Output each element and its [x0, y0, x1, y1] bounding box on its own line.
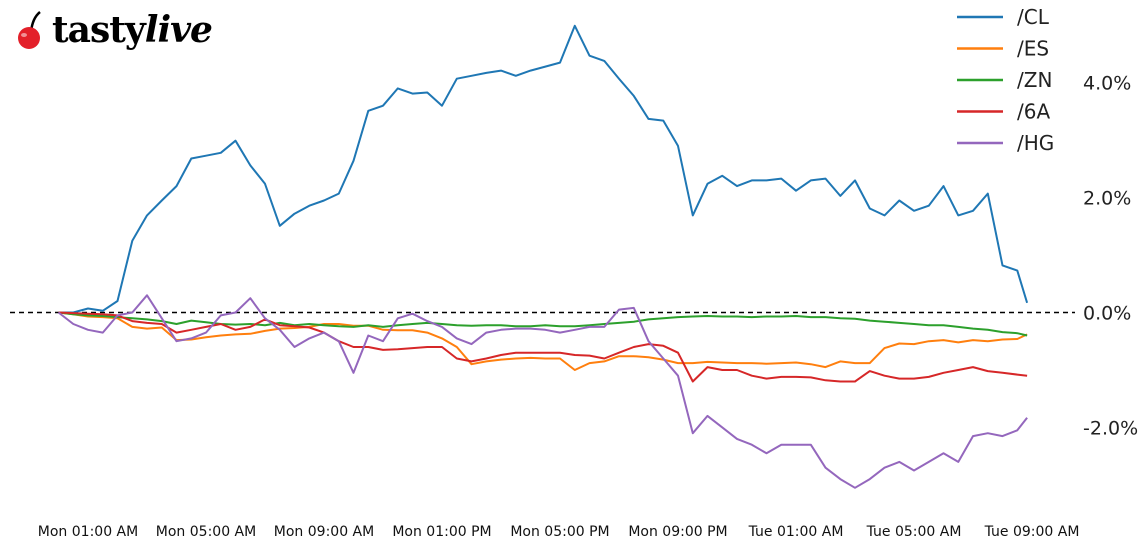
logo-text-italic: live	[144, 9, 213, 51]
y-tick-label: 0.0%	[1083, 303, 1131, 325]
legend-label: /CL	[1017, 5, 1050, 29]
y-tick-label: 4.0%	[1083, 73, 1131, 95]
cherry-icon	[18, 11, 41, 49]
x-tick-label: Tue 01:00 AM	[748, 524, 844, 540]
tastylive-logo: tastylive	[14, 6, 213, 54]
x-tick-label: Tue 09:00 AM	[984, 524, 1080, 540]
x-tick-label: Mon 05:00 PM	[510, 524, 609, 540]
x-tick-label: Mon 05:00 AM	[156, 524, 256, 540]
logo-text-main: tasty	[52, 9, 146, 51]
legend-label: /6A	[1017, 100, 1050, 124]
x-tick-label: Mon 09:00 AM	[274, 524, 374, 540]
y-tick-label: -2.0%	[1083, 417, 1138, 439]
series-line-cl	[58, 24, 1029, 314]
legend-label: /HG	[1017, 131, 1054, 155]
x-tick-label: Mon 01:00 AM	[38, 524, 138, 540]
x-tick-label: Tue 05:00 AM	[866, 524, 962, 540]
series-line-es	[58, 311, 1028, 371]
series-line-zn	[58, 311, 1028, 337]
y-tick-label: 2.0%	[1083, 188, 1131, 210]
series-line-hg	[57, 294, 1028, 489]
x-tick-label: Mon 01:00 PM	[392, 524, 491, 540]
series-line-6a	[58, 311, 1028, 383]
logo-wordmark: tastylive	[52, 9, 213, 51]
x-tick-label: Mon 09:00 PM	[628, 524, 727, 540]
legend-label: /ZN	[1017, 68, 1052, 92]
legend-label: /ES	[1017, 37, 1049, 61]
